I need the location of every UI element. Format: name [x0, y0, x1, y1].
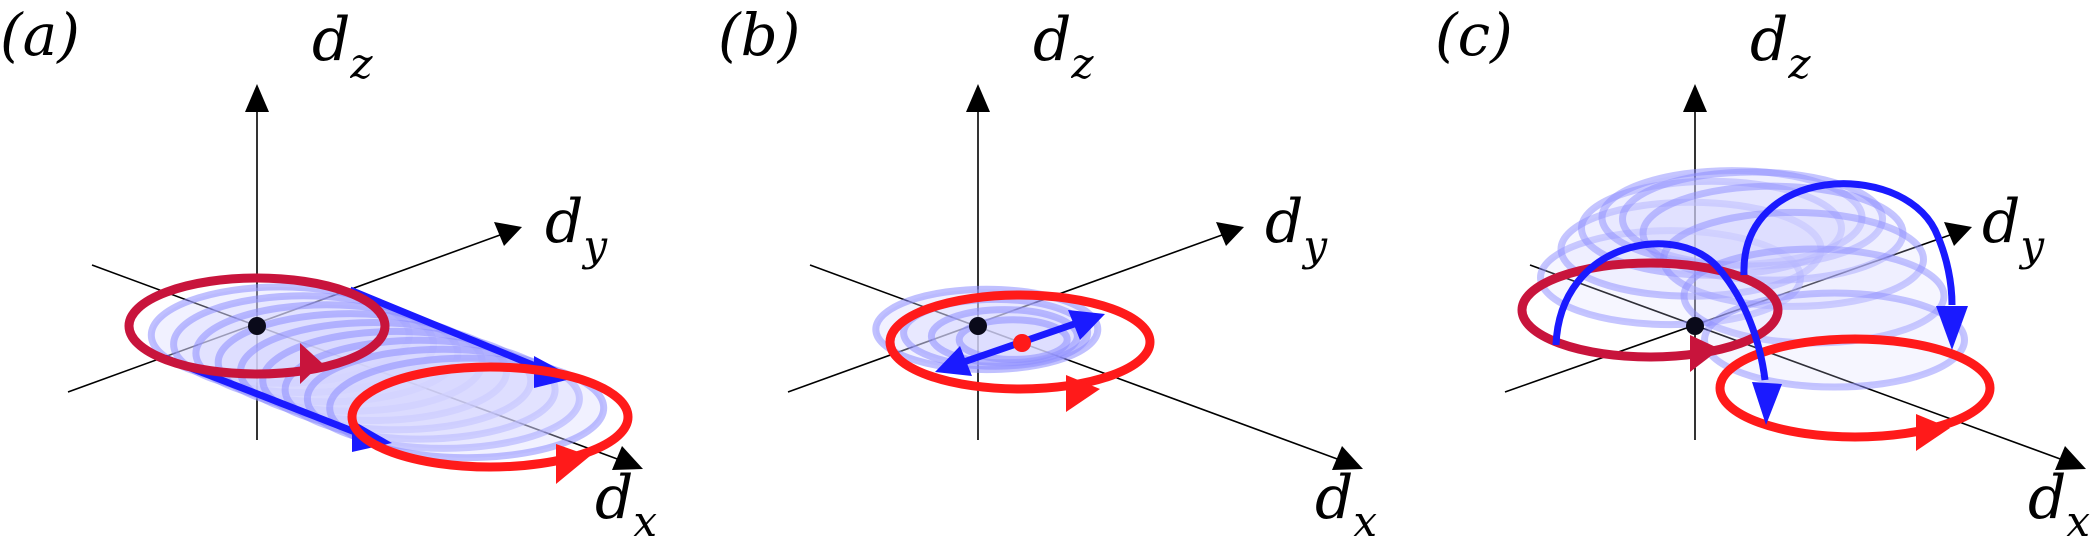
start-loop-arrow-c [1690, 335, 1720, 372]
panel-b-label: (b) [718, 1, 800, 69]
end-loop-arrow-c [1916, 414, 1950, 451]
loop-arrow-b [1066, 375, 1100, 412]
blue-arrow-right-c [1936, 306, 1968, 350]
x-axis-b-arrowhead [1332, 446, 1363, 470]
dz-label-c: dz [1750, 5, 1811, 88]
x-axis-c-arrowhead [2055, 446, 2086, 470]
y-axis-b-arrowhead [1216, 222, 1244, 246]
z-axis-b-arrowhead [966, 84, 990, 112]
y-axis-c-arrowhead [1944, 222, 1972, 246]
y-axis-a [67, 234, 501, 393]
dy-label-b: dy [1265, 187, 1328, 270]
start-loop-c [1517, 258, 1783, 362]
blue-line-upper-a [348, 286, 542, 372]
end-loop-c [1715, 334, 1995, 442]
blue-arrow-left-b [935, 346, 972, 376]
end-loop-arrow-a [556, 444, 590, 484]
end-loop-a [347, 362, 633, 472]
blue-arrow-left-c [1752, 382, 1782, 425]
origin-dot-a [248, 317, 266, 335]
panel-a-label: (a) [0, 1, 80, 69]
blue-arc-left-c [1552, 240, 1769, 381]
panel-a: (a) dz dy dx [0, 1, 657, 542]
panel-c-label: (c) [1435, 1, 1513, 69]
dx-label-a: dx [595, 463, 657, 542]
start-loop-a [124, 273, 390, 379]
axes-b [787, 84, 1363, 470]
blue-arcs-c [1552, 180, 1956, 381]
x-axis-a-arrowhead [612, 446, 643, 470]
z-axis-c-arrowhead [1683, 84, 1707, 112]
center-dot-b [1013, 334, 1031, 352]
start-loop-arrow-a [300, 343, 322, 384]
loop-b [885, 290, 1155, 394]
dx-label-b: dx [1315, 463, 1377, 542]
dz-label-b: dz [1033, 5, 1094, 88]
dx-label-c: dx [2028, 463, 2090, 542]
y-axis-a-arrowhead [494, 222, 522, 246]
blue-arrow-right-b [1068, 310, 1105, 340]
origin-dot-c [1686, 317, 1704, 335]
x-axis-c [1529, 264, 2064, 461]
origin-dot-b [969, 317, 987, 335]
panel-b: (b) dz dy dx [718, 1, 1377, 542]
y-axis-b [787, 234, 1223, 393]
dz-label-a: dz [312, 5, 373, 88]
z-axis-a-arrowhead [245, 84, 269, 112]
x-axis-b [809, 264, 1341, 461]
dy-label-a: dy [545, 187, 608, 270]
blue-arc-right-c [1740, 180, 1956, 306]
dy-label-c: dy [1982, 187, 2045, 270]
panel-c: (c) dz dy dx [1435, 1, 2090, 542]
